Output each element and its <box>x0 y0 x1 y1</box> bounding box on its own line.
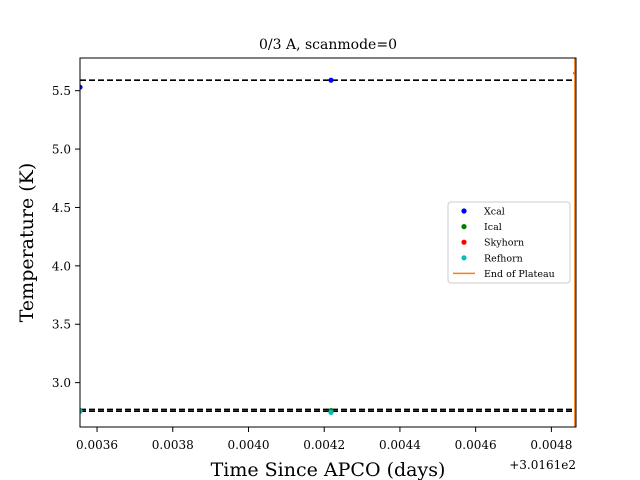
legend-label-ical: Ical <box>484 222 502 233</box>
legend-swatch-xcal <box>461 208 467 214</box>
refhorn-point-1 <box>80 408 83 414</box>
x-tick-label: 0.0048 <box>530 438 572 452</box>
legend-label-refhorn: Refhorn <box>484 253 523 264</box>
x-tick-label: 0.0038 <box>152 438 194 452</box>
y-tick-label: 4.0 <box>52 259 71 273</box>
x-tick-label: 0.0036 <box>76 438 118 452</box>
xcal-point-1 <box>80 84 83 90</box>
legend-label-end-of-plateau: End of Plateau <box>484 269 555 280</box>
x-tick-label: 0.0042 <box>303 438 345 452</box>
y-axis-label: Temperature (K) <box>16 163 38 323</box>
x-tick-label: 0.0040 <box>227 438 269 452</box>
chart-title: 0/3 A, scanmode=0 <box>259 37 397 53</box>
x-offset-label: +3.0161e2 <box>509 458 576 472</box>
y-tick-label: 5.5 <box>52 84 71 98</box>
x-axis-label: Time Since APCO (days) <box>211 459 446 480</box>
legend-swatch-ical <box>461 224 467 230</box>
legend-label-xcal: Xcal <box>484 207 505 218</box>
y-tick-label: 3.0 <box>52 376 71 390</box>
xcal-point-2 <box>328 77 334 83</box>
x-tick-label: 0.0046 <box>455 438 497 452</box>
refhorn-point-2 <box>328 409 334 416</box>
y-tick-label: 4.5 <box>52 201 71 215</box>
x-tick-label: 0.0044 <box>379 438 421 452</box>
plot-area <box>80 58 576 427</box>
legend-box <box>447 201 571 284</box>
plot-frame <box>79 57 577 428</box>
y-tick-label: 3.5 <box>52 318 71 332</box>
legend: Xcal Ical Skyhorn Refhorn End of Plateau <box>447 201 571 284</box>
legend-swatch-skyhorn <box>461 239 467 245</box>
legend-swatch-refhorn <box>461 255 467 261</box>
y-tick-label: 5.0 <box>52 143 71 157</box>
legend-label-skyhorn: Skyhorn <box>484 238 524 249</box>
